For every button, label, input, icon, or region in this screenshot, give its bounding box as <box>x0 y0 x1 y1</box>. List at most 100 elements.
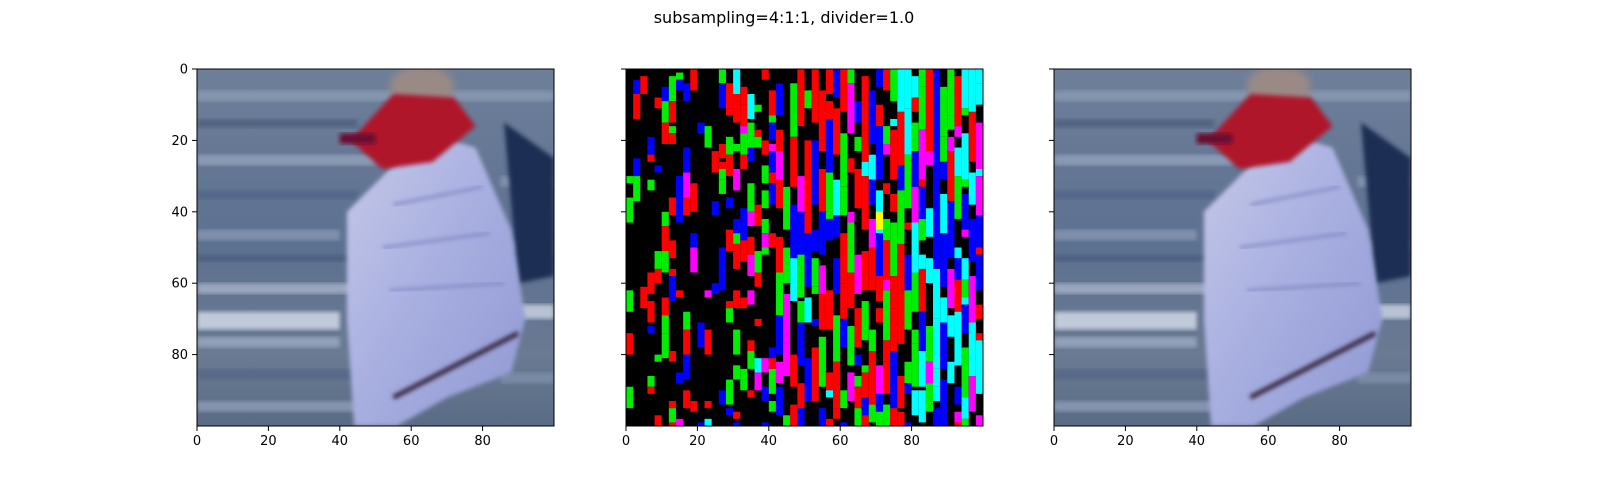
difference-cell <box>868 90 876 144</box>
difference-cell <box>683 147 691 173</box>
difference-cell <box>883 290 891 341</box>
x-tick-label: 20 <box>689 434 706 449</box>
x-tick-label: 60 <box>832 434 849 449</box>
difference-cell <box>847 222 855 273</box>
difference-cell <box>718 265 726 291</box>
difference-cell <box>761 358 769 373</box>
difference-cell <box>975 304 983 319</box>
difference-cell <box>904 69 912 109</box>
difference-cell <box>725 408 734 416</box>
difference-cell <box>811 318 819 327</box>
difference-cell <box>961 297 969 305</box>
difference-cell <box>954 126 962 137</box>
difference-cell <box>883 69 891 91</box>
difference-cell <box>861 397 869 416</box>
difference-cell <box>661 333 669 359</box>
difference-cell <box>811 286 819 294</box>
difference-cells <box>626 69 983 426</box>
difference-cell <box>804 140 812 194</box>
difference-cell <box>804 358 812 402</box>
difference-cell <box>768 347 776 359</box>
difference-cell <box>833 258 841 294</box>
x-tick-label: 40 <box>1189 434 1206 449</box>
difference-cell <box>761 247 769 255</box>
difference-cell <box>761 422 769 426</box>
difference-cell <box>761 386 769 402</box>
difference-cell <box>918 179 926 187</box>
difference-cell <box>911 151 919 187</box>
difference-cell <box>840 197 848 216</box>
difference-cell <box>925 208 934 237</box>
difference-cell <box>775 401 784 416</box>
difference-cell <box>683 197 691 216</box>
difference-cell <box>847 83 855 134</box>
difference-cell <box>868 329 876 352</box>
difference-cell <box>668 268 676 277</box>
difference-cell <box>918 254 926 269</box>
difference-cell <box>925 115 934 152</box>
difference-cell <box>811 347 819 402</box>
difference-cell <box>725 136 734 155</box>
difference-cell <box>690 201 698 212</box>
difference-cell <box>840 318 848 348</box>
difference-cell <box>775 129 784 152</box>
difference-cell <box>654 415 662 426</box>
difference-cell <box>861 415 869 426</box>
difference-cell <box>883 218 891 241</box>
difference-cell <box>890 276 898 309</box>
difference-cell <box>697 322 705 348</box>
difference-cell <box>940 379 948 426</box>
difference-cell <box>940 161 948 180</box>
difference-cell <box>947 233 955 259</box>
difference-cell <box>947 136 955 152</box>
difference-cell <box>747 254 755 277</box>
difference-cell <box>790 136 798 187</box>
difference-cell <box>740 297 748 309</box>
difference-cell <box>897 422 905 426</box>
difference-cell <box>754 372 762 391</box>
axes-frame <box>196 68 555 427</box>
difference-cell <box>911 97 919 112</box>
difference-cell <box>718 168 726 180</box>
difference-cell <box>975 247 983 255</box>
difference-cell <box>690 69 698 91</box>
difference-cell <box>797 301 805 323</box>
difference-cell <box>811 229 819 252</box>
difference-cell <box>954 411 962 423</box>
difference-cell <box>733 143 741 152</box>
difference-cell <box>761 190 769 209</box>
difference-cell <box>875 411 884 426</box>
axes-middle-difference-map: 0 20 40 60 80 <box>621 68 984 449</box>
difference-cell <box>668 276 676 302</box>
difference-cell <box>933 240 941 269</box>
difference-cell <box>940 136 948 162</box>
difference-cell <box>854 136 862 152</box>
difference-cell <box>968 218 976 262</box>
difference-cell <box>854 408 862 426</box>
difference-cell <box>854 308 862 348</box>
difference-cell <box>754 358 762 373</box>
difference-cell <box>825 172 834 212</box>
difference-cell <box>775 315 784 355</box>
difference-cell <box>883 404 891 426</box>
difference-cell <box>968 111 976 162</box>
difference-cell <box>975 333 983 341</box>
difference-cell <box>704 126 712 148</box>
difference-cell <box>933 268 941 319</box>
difference-cell <box>661 251 669 273</box>
difference-cell <box>954 247 962 259</box>
difference-cell <box>683 390 691 409</box>
difference-cell <box>897 190 905 244</box>
difference-cell <box>904 383 912 394</box>
difference-cell <box>868 218 876 248</box>
difference-cell <box>747 340 755 352</box>
difference-cell <box>904 254 912 291</box>
difference-cell <box>633 93 641 119</box>
difference-cell <box>875 69 884 87</box>
difference-cell <box>890 69 898 102</box>
difference-cell <box>804 268 812 287</box>
y-tick-label: 60 <box>171 277 188 292</box>
difference-cell <box>861 372 869 398</box>
difference-cell <box>818 211 826 255</box>
difference-cell <box>840 422 848 426</box>
